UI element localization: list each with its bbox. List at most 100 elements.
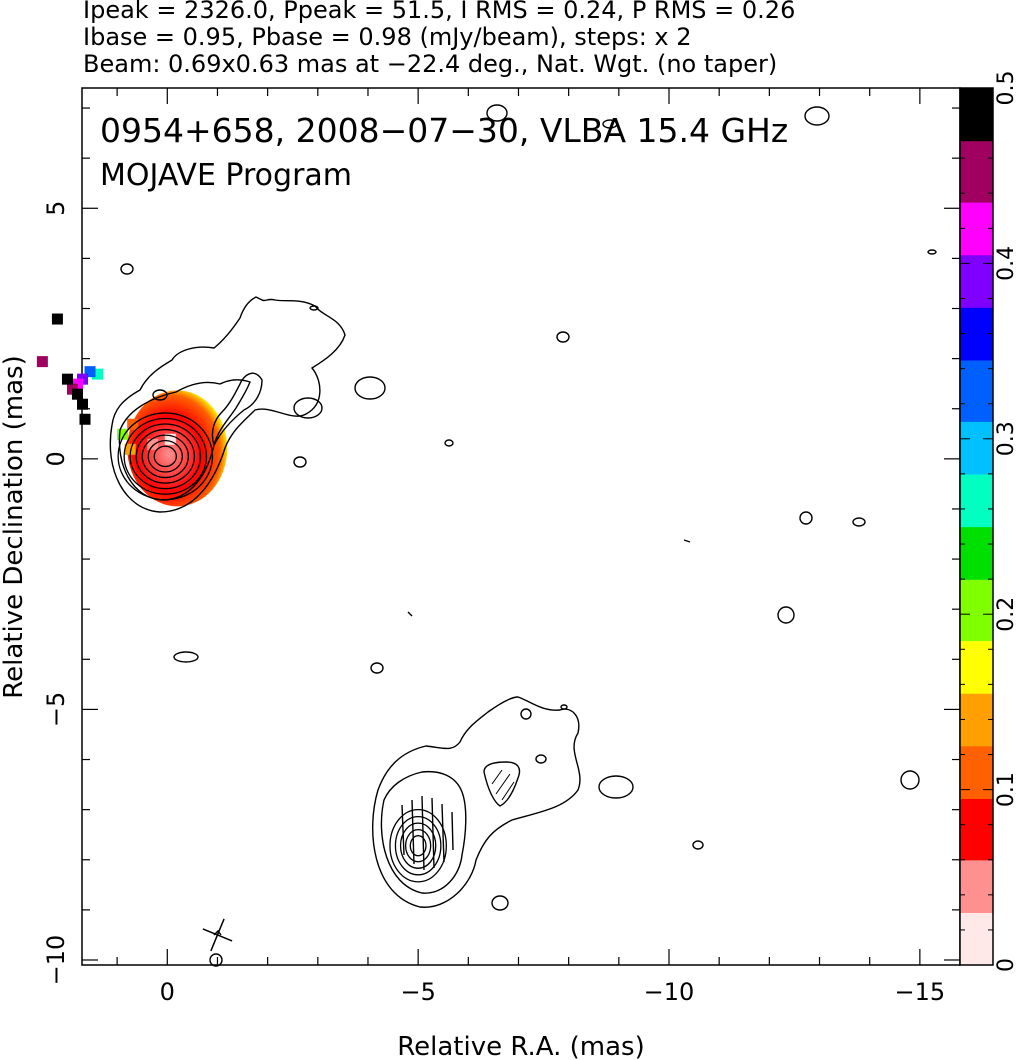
core-polarization-glow xyxy=(127,390,228,507)
colorbar-swatch xyxy=(960,237,993,247)
colorbar-swatch xyxy=(960,605,993,615)
colorbar-swatch xyxy=(960,894,993,905)
x-axis-title: Relative R.A. (mas) xyxy=(397,1032,644,1060)
colorbar-swatch xyxy=(960,412,993,422)
colorbar-swatch xyxy=(960,728,993,738)
polarization-pixel xyxy=(124,443,136,455)
colorbar-swatch xyxy=(960,359,993,370)
colorbar-swatch xyxy=(960,228,993,238)
colorbar-swatch xyxy=(960,579,993,589)
colorbar-swatch xyxy=(960,570,993,580)
colorbar-swatch xyxy=(960,158,993,168)
x-tick-label: −15 xyxy=(895,978,946,1006)
y-tick-label: −5 xyxy=(42,692,70,727)
colorbar-swatch xyxy=(960,394,993,405)
colorbar-swatch xyxy=(960,298,993,308)
colorbar-tick-label: 0.3 xyxy=(994,421,1019,456)
colorbar-swatch xyxy=(960,254,993,264)
chart-title: 0954+658, 2008−07−30, VLBA 15.4 GHz xyxy=(100,111,788,150)
colorbar-swatch xyxy=(960,219,993,229)
y-tick-label: 5 xyxy=(42,201,70,216)
noise-contours xyxy=(120,104,937,967)
colorbar-swatch xyxy=(960,500,993,510)
colorbar-swatch xyxy=(960,780,993,791)
polarization-pixel xyxy=(36,356,48,368)
polarization-pixel xyxy=(164,433,176,445)
plot-frame xyxy=(81,87,961,966)
x-tick-label: −10 xyxy=(644,978,695,1006)
colorbar-tick-label: 0.1 xyxy=(994,772,1019,807)
colorbar-swatch xyxy=(960,508,993,519)
colorbar-swatch xyxy=(960,88,993,98)
colorbar-swatch xyxy=(960,280,993,291)
colorbar-swatch xyxy=(960,561,993,571)
component-contour xyxy=(389,808,447,883)
colorbar-swatch xyxy=(960,789,993,799)
colorbar-swatch xyxy=(960,140,993,150)
colorbar-swatch xyxy=(960,824,993,835)
colorbar-swatch xyxy=(960,105,993,115)
colorbar-swatch xyxy=(960,763,993,773)
colorbar-swatch xyxy=(960,456,993,466)
colorbar-swatch xyxy=(960,202,993,212)
colorbar-swatch xyxy=(960,693,993,703)
colorbar-swatch xyxy=(960,658,993,668)
core-contour xyxy=(117,412,214,501)
polarization-pixel xyxy=(147,438,159,450)
colorbar-swatch xyxy=(960,377,993,387)
component-contour xyxy=(409,835,427,857)
polarization-pixel xyxy=(84,366,96,378)
x-tick-label: 0 xyxy=(160,978,175,1006)
colorbar-swatch xyxy=(960,596,993,607)
colorbar-swatch xyxy=(960,587,993,598)
component-contour xyxy=(404,829,432,863)
colorbar-swatch xyxy=(960,850,993,861)
colorbar-swatch xyxy=(960,403,993,414)
colorbar-swatch xyxy=(960,684,993,694)
polarization-pixel xyxy=(77,398,88,410)
colorbar-swatch xyxy=(960,798,993,808)
colorbar-swatch xyxy=(960,210,993,221)
colorbar: 0 0.1 0.2 0.3 0.4 0.5 xyxy=(959,71,1019,972)
colorbar-swatch xyxy=(960,649,993,659)
colorbar-swatch xyxy=(960,842,993,852)
header-peak-line: Ipeak = 2326.0, Ppeak = 51.5, I RMS = 0.… xyxy=(83,0,795,24)
colorbar-swatch xyxy=(960,807,993,817)
colorbar-swatch xyxy=(960,736,993,747)
colorbar-swatch xyxy=(960,324,993,335)
colorbar-swatch xyxy=(960,886,993,896)
y-tick-label: −10 xyxy=(42,935,70,986)
colorbar-swatch xyxy=(960,333,993,343)
colorbar-swatch xyxy=(960,368,993,379)
colorbar-swatch xyxy=(960,614,993,624)
polarization-pixel xyxy=(51,313,63,325)
colorbar-swatch xyxy=(960,912,993,922)
beam-minor-axis xyxy=(202,928,233,942)
colorbar-swatch xyxy=(960,263,993,273)
colorbar-swatch xyxy=(960,245,993,256)
colorbar-swatch xyxy=(960,947,993,957)
polarization-pixel xyxy=(92,368,104,380)
core-contour xyxy=(141,434,190,479)
component-knot-contour xyxy=(483,761,521,807)
colorbar-swatch xyxy=(960,552,993,563)
colorbar-swatch xyxy=(960,666,993,677)
colorbar-swatch xyxy=(960,149,993,159)
colorbar-swatch xyxy=(960,754,993,764)
colorbar-swatch xyxy=(960,482,993,493)
chart-subtitle: MOJAVE Program xyxy=(100,158,352,193)
component-second-contour xyxy=(380,770,467,894)
colorbar-frame xyxy=(959,87,994,966)
colorbar-swatch xyxy=(960,929,993,940)
core-contour xyxy=(135,428,196,484)
colorbar-ticks: 0 0.1 0.2 0.3 0.4 0.5 xyxy=(960,71,1019,972)
colorbar-swatch xyxy=(960,544,993,554)
colorbar-swatch xyxy=(960,289,993,300)
colorbar-gradient xyxy=(960,88,993,966)
polarization-pixel-layer xyxy=(36,313,228,507)
colorbar-swatch xyxy=(960,859,993,870)
colorbar-swatch xyxy=(960,631,993,642)
component-outer-contour xyxy=(372,696,581,908)
colorbar-swatch xyxy=(960,438,993,449)
colorbar-swatch xyxy=(960,938,993,949)
